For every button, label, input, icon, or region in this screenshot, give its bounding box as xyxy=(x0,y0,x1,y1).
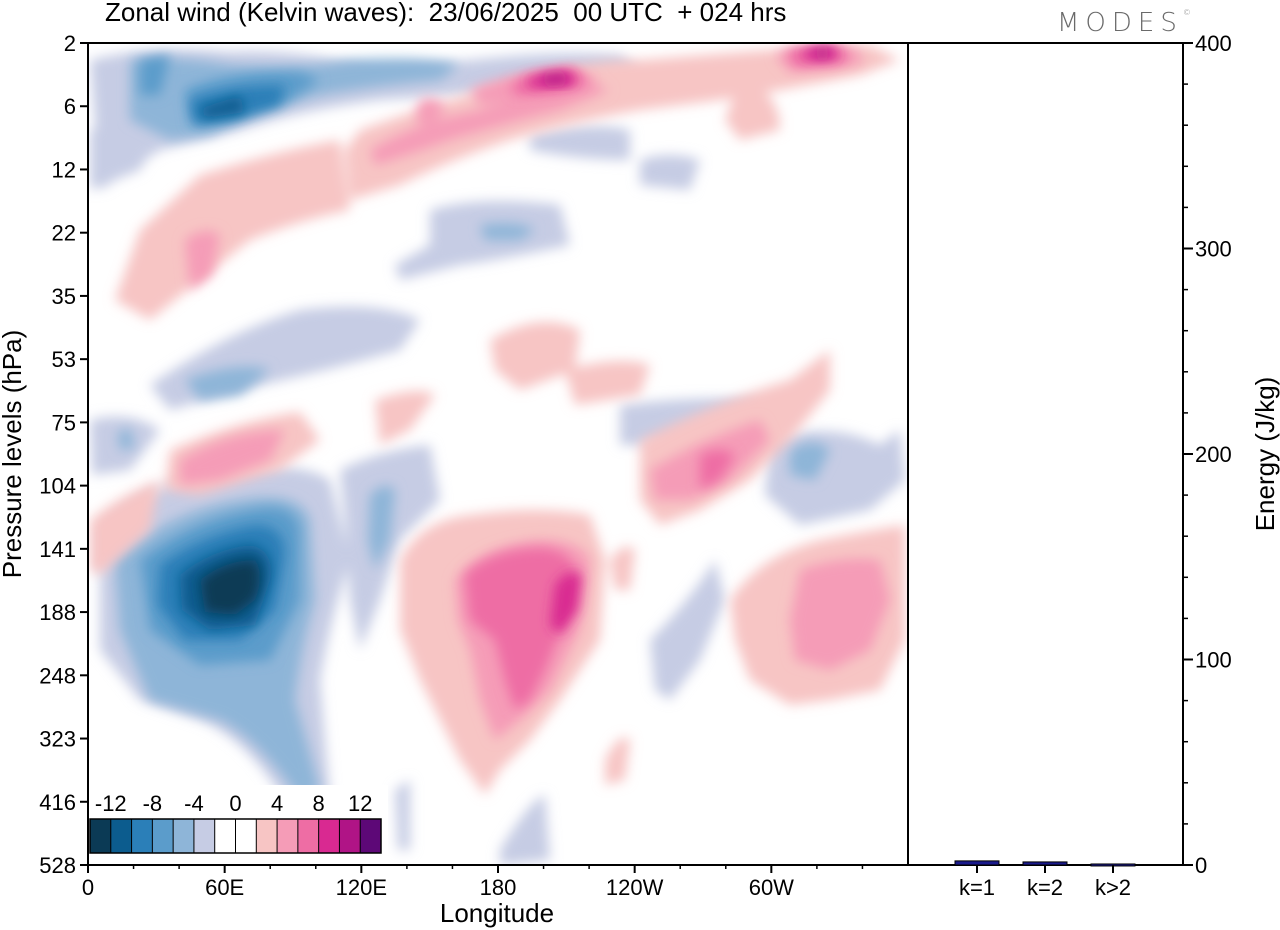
y-tick-label: 2 xyxy=(64,31,76,56)
x-tick-label: 60E xyxy=(205,875,244,900)
y-tick-label: 12 xyxy=(52,157,76,182)
colorbar-swatch xyxy=(256,819,278,853)
y-tick-label: 141 xyxy=(39,537,76,562)
colorbar-swatch xyxy=(297,819,320,853)
x-tick-label: 180 xyxy=(480,875,517,900)
y-tick-label: 528 xyxy=(39,853,76,878)
energy-bar-panel: 0 100 200 300 400 k=1 k=2 k>2 xyxy=(907,31,1232,900)
colorbar-swatch xyxy=(193,819,216,853)
chart-title: Zonal wind (Kelvin waves): 23/06/2025 00… xyxy=(105,0,787,27)
colorbar-swatch xyxy=(110,819,133,853)
colorbar-label: -4 xyxy=(184,791,204,816)
colorbar-label: -12 xyxy=(95,791,127,816)
y-tick-label: 104 xyxy=(39,474,76,499)
colorbar-swatch xyxy=(235,819,257,853)
heatmap-x-axis-title: Longitude xyxy=(440,898,554,928)
x-tick-label: 120E xyxy=(336,875,387,900)
colorbar-label: 0 xyxy=(229,791,241,816)
y-tick-label: 188 xyxy=(39,600,76,625)
colorbar-swatch xyxy=(131,819,153,853)
colorbar-label: 8 xyxy=(313,791,325,816)
energy-y-tick-label: 400 xyxy=(1195,31,1232,56)
y-tick-label: 35 xyxy=(52,284,76,309)
colorbar-swatch xyxy=(90,819,112,853)
y-tick-label: 416 xyxy=(39,790,76,815)
y-tick-label: 53 xyxy=(52,347,76,372)
energy-y-tick-label: 300 xyxy=(1195,237,1232,262)
brand-logo: MODES© xyxy=(1057,8,1191,38)
energy-y-axis: 0 100 200 300 400 xyxy=(1183,31,1232,878)
colorbar-swatch xyxy=(277,819,299,853)
energy-x-tick-label: k>2 xyxy=(1095,875,1131,900)
y-tick-label: 323 xyxy=(39,727,76,752)
y-tick-label: 248 xyxy=(39,663,76,688)
energy-bar xyxy=(954,860,1000,866)
energy-x-tick-label: k=2 xyxy=(1027,875,1063,900)
x-tick-label: 60W xyxy=(749,875,794,900)
heatmap-y-axis: 2 6 12 22 35 53 75 104 141 188 248 323 416 528 xyxy=(39,31,88,878)
energy-y-tick-label: 200 xyxy=(1195,442,1232,467)
colorbar-frame xyxy=(89,818,382,854)
x-tick-label: 0 xyxy=(82,875,94,900)
energy-y-tick-label: 100 xyxy=(1195,648,1232,673)
contour-negative-extreme xyxy=(200,560,260,615)
heatmap-field xyxy=(88,43,908,865)
heatmap-y-axis-title: Pressure levels (hPa) xyxy=(0,330,27,579)
colorbar-label: 4 xyxy=(271,791,283,816)
y-tick-label: 75 xyxy=(52,410,76,435)
energy-y-axis-title: Energy (J/kg) xyxy=(1250,377,1280,532)
colorbar-swatch xyxy=(214,819,236,853)
heatmap-x-axis: 0 60E 120E 180 120W 60W xyxy=(82,865,864,900)
energy-bar xyxy=(1022,861,1068,866)
contour-positive-vstrong xyxy=(540,49,832,84)
brand-name: MODES xyxy=(1057,8,1183,38)
colorbar-label: -8 xyxy=(143,791,163,816)
brand-mark: © xyxy=(1182,8,1191,17)
colorbar-swatch xyxy=(339,819,361,853)
energy-x-axis: k=1 k=2 k>2 xyxy=(959,865,1131,900)
energy-y-tick-label: 0 xyxy=(1195,853,1207,878)
colorbar: -12 -8 -4 0 4 8 12 xyxy=(88,785,388,863)
colorbar-swatch xyxy=(152,819,174,853)
y-tick-label: 22 xyxy=(52,221,76,246)
colorbar-label: 12 xyxy=(348,791,372,816)
energy-x-tick-label: k=1 xyxy=(959,875,995,900)
colorbar-swatch xyxy=(360,819,382,853)
colorbar-swatch xyxy=(173,819,195,853)
x-tick-label: 120W xyxy=(606,875,664,900)
colorbar-swatch xyxy=(318,819,340,853)
y-tick-label: 6 xyxy=(64,94,76,119)
